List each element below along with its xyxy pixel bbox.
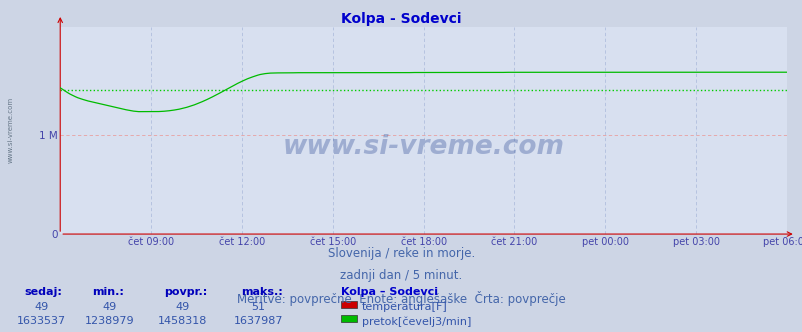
Text: zadnji dan / 5 minut.: zadnji dan / 5 minut. [340,269,462,282]
Text: 49: 49 [103,302,117,312]
Text: 1633537: 1633537 [17,316,67,326]
Text: 1637987: 1637987 [233,316,283,326]
Text: pretok[čevelj3/min]: pretok[čevelj3/min] [362,316,471,327]
Text: temperatura[F]: temperatura[F] [362,302,448,312]
Text: 1238979: 1238979 [85,316,135,326]
Text: 51: 51 [251,302,265,312]
Text: povpr.:: povpr.: [164,287,208,297]
Text: Kolpa - Sodevci: Kolpa - Sodevci [341,12,461,26]
Text: min.:: min.: [92,287,124,297]
Text: sedaj:: sedaj: [24,287,62,297]
Text: 1458318: 1458318 [157,316,207,326]
Text: www.si-vreme.com: www.si-vreme.com [282,134,564,160]
Text: Meritve: povprečne  Enote: anglešaške  Črta: povprečje: Meritve: povprečne Enote: anglešaške Črt… [237,290,565,305]
Text: maks.:: maks.: [241,287,282,297]
Text: 49: 49 [175,302,189,312]
Text: Slovenija / reke in morje.: Slovenija / reke in morje. [327,247,475,260]
Text: www.si-vreme.com: www.si-vreme.com [7,97,14,163]
Text: Kolpa – Sodevci: Kolpa – Sodevci [341,287,438,297]
Text: 49: 49 [34,302,49,312]
